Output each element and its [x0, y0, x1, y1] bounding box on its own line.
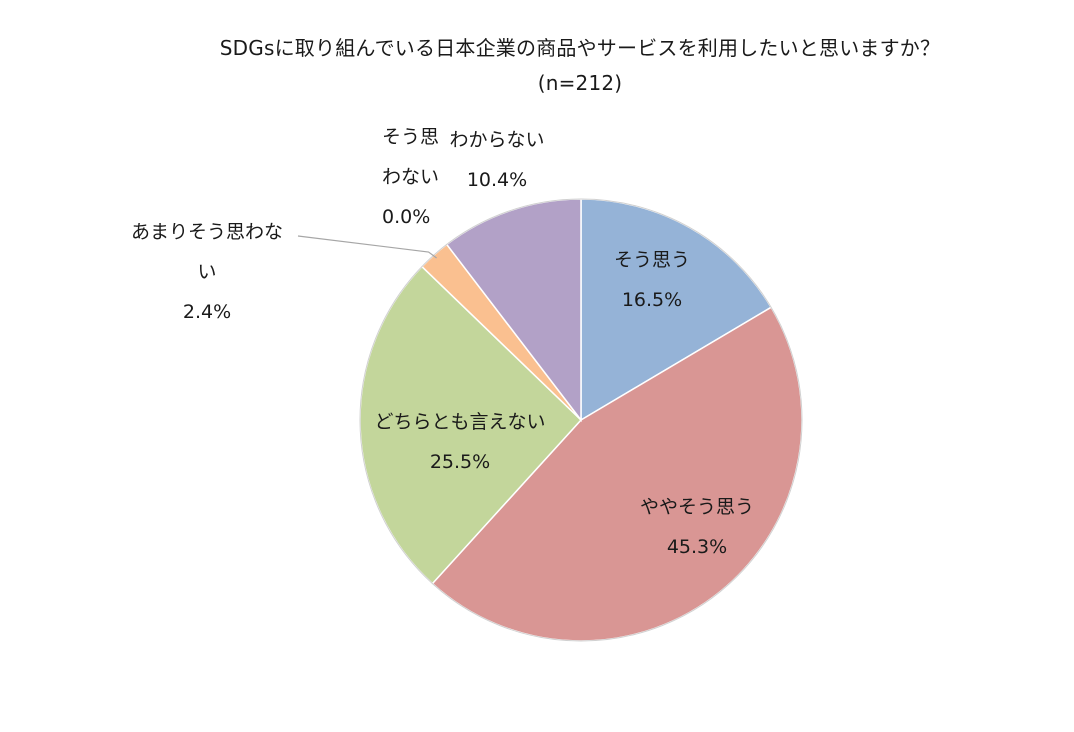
slice-label-1: ややそう思う — [640, 496, 754, 518]
slice-value-label-2: 25.5% — [430, 451, 490, 473]
slice-label-3-line-0: あまりそう思わな — [131, 221, 283, 243]
slice-label-3-line-1: い — [197, 261, 216, 283]
slice-value-label-4: 0.0% — [382, 206, 430, 228]
chart-subtitle: (n=212) — [537, 71, 623, 95]
slice-value-label-0: 16.5% — [622, 289, 682, 311]
slice-value-label-1: 45.3% — [667, 536, 727, 558]
slice-label-4-line-1: わない — [382, 166, 439, 188]
slice-value-label-5: 10.4% — [467, 169, 527, 191]
pie-outline — [359, 198, 803, 642]
slice-label-2: どちらとも言えない — [374, 411, 545, 433]
slice-value-label-3: 2.4% — [183, 301, 231, 323]
chart-title: SDGsに取り組んでいる日本企業の商品やサービスを利用したいと思いますか？ — [219, 36, 941, 60]
slice-label-0: そう思う — [614, 249, 690, 271]
slice-label-5: わからない — [449, 129, 544, 151]
leader-line-3 — [297, 235, 437, 259]
slice-label-4-line-0: そう思 — [382, 126, 439, 148]
